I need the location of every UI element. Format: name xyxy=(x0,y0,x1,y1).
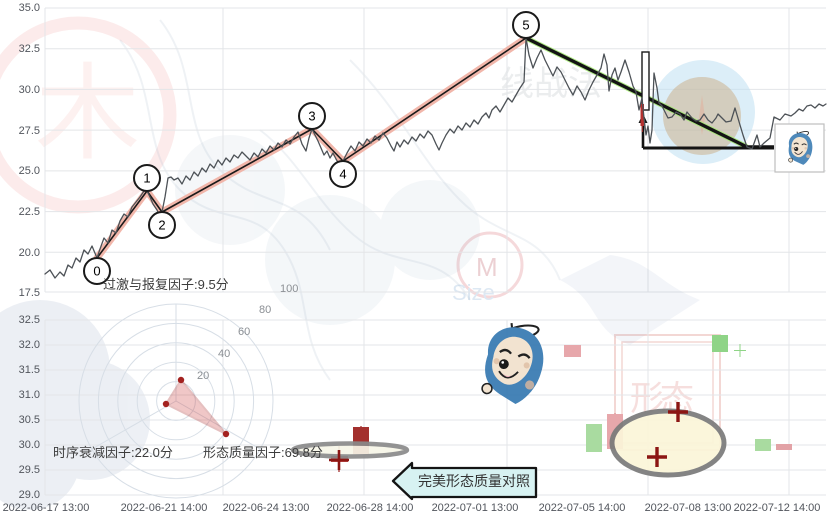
svg-text:29.5: 29.5 xyxy=(19,464,40,476)
svg-text:5: 5 xyxy=(522,18,529,33)
svg-text:时序衰减因子:22.0分: 时序衰减因子:22.0分 xyxy=(53,445,173,460)
svg-text:2022-07-05 14:00: 2022-07-05 14:00 xyxy=(539,502,626,514)
svg-text:2022-07-01 13:00: 2022-07-01 13:00 xyxy=(432,502,519,514)
svg-text:20: 20 xyxy=(197,370,209,382)
svg-text:25.0: 25.0 xyxy=(19,165,40,177)
svg-text:2022-06-28 14:00: 2022-06-28 14:00 xyxy=(327,502,414,514)
svg-text:30.5: 30.5 xyxy=(19,414,40,426)
svg-text:20.0: 20.0 xyxy=(19,247,40,259)
svg-text:2022-06-17 13:00: 2022-06-17 13:00 xyxy=(3,502,90,514)
svg-text:2: 2 xyxy=(158,218,165,233)
svg-text:40: 40 xyxy=(218,348,230,360)
svg-text:32.5: 32.5 xyxy=(19,314,40,326)
svg-text:形态质量因子:69.8分: 形态质量因子:69.8分 xyxy=(203,445,323,460)
svg-text:3: 3 xyxy=(308,109,315,124)
svg-text:2022-06-24 13:00: 2022-06-24 13:00 xyxy=(223,502,310,514)
svg-text:2022-07-08 13:00: 2022-07-08 13:00 xyxy=(645,502,732,514)
svg-text:29.0: 29.0 xyxy=(19,489,40,501)
svg-text:80: 80 xyxy=(259,304,271,316)
svg-text:35.0: 35.0 xyxy=(19,2,40,14)
svg-text:木: 木 xyxy=(35,56,140,173)
svg-text:4: 4 xyxy=(339,167,346,182)
svg-text:31.0: 31.0 xyxy=(19,389,40,401)
svg-text:1: 1 xyxy=(143,171,150,186)
svg-text:30.0: 30.0 xyxy=(19,84,40,96)
svg-text:31.5: 31.5 xyxy=(19,364,40,376)
svg-text:100: 100 xyxy=(280,283,298,295)
svg-text:完美形态质量对照: 完美形态质量对照 xyxy=(418,473,530,489)
svg-text:M: M xyxy=(476,252,498,282)
svg-text:2022-06-21 14:00: 2022-06-21 14:00 xyxy=(121,502,208,514)
svg-text:27.5: 27.5 xyxy=(19,125,40,137)
svg-text:0: 0 xyxy=(93,264,100,279)
svg-text:过激与报复因子:9.5分: 过激与报复因子:9.5分 xyxy=(103,277,229,292)
svg-text:2022-07-12 14:00: 2022-07-12 14:00 xyxy=(734,502,821,514)
svg-text:30.0: 30.0 xyxy=(19,439,40,451)
svg-text:32.0: 32.0 xyxy=(19,339,40,351)
svg-text:22.5: 22.5 xyxy=(19,206,40,218)
svg-text:60: 60 xyxy=(238,326,250,338)
svg-text:32.5: 32.5 xyxy=(19,43,40,55)
svg-text:17.5: 17.5 xyxy=(19,287,40,299)
